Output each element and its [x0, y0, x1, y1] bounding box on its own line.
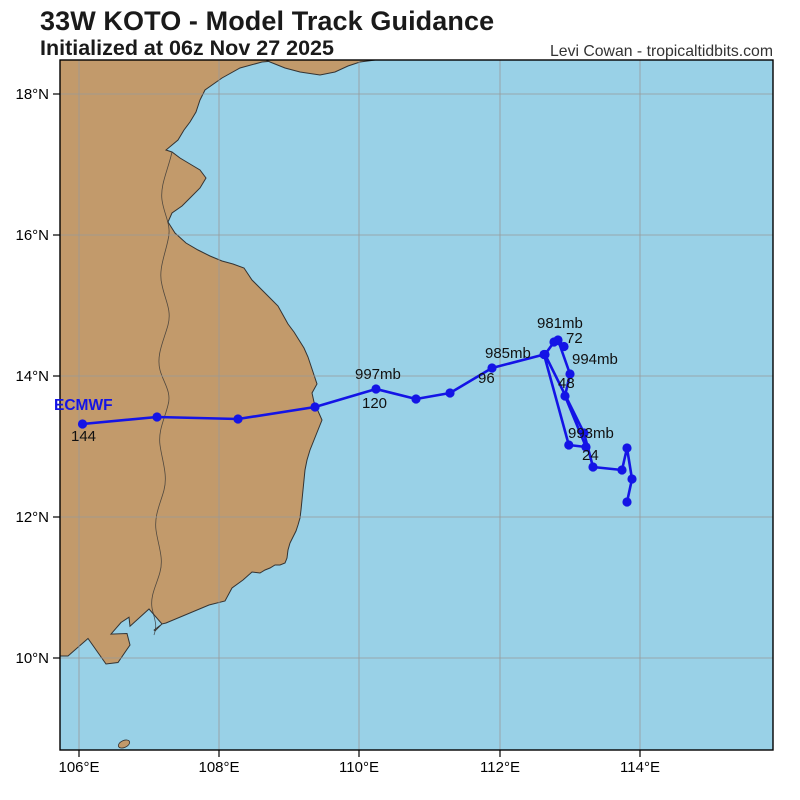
svg-text:ECMWF: ECMWF — [54, 397, 113, 414]
svg-text:106°E: 106°E — [58, 759, 99, 776]
svg-text:96: 96 — [478, 370, 495, 387]
svg-text:16°N: 16°N — [15, 227, 49, 244]
svg-text:72: 72 — [566, 330, 583, 347]
svg-text:10°N: 10°N — [15, 650, 49, 667]
svg-text:144: 144 — [71, 428, 96, 445]
svg-text:994mb: 994mb — [572, 351, 618, 368]
svg-text:108°E: 108°E — [198, 759, 239, 776]
svg-text:997mb: 997mb — [355, 366, 401, 383]
svg-text:48: 48 — [558, 375, 575, 392]
svg-text:114°E: 114°E — [620, 759, 660, 776]
svg-text:993mb: 993mb — [568, 425, 614, 442]
svg-text:112°E: 112°E — [480, 759, 520, 776]
svg-text:14°N: 14°N — [15, 368, 49, 385]
svg-text:12°N: 12°N — [15, 509, 49, 526]
svg-text:120: 120 — [362, 395, 387, 412]
svg-text:24: 24 — [582, 447, 599, 464]
svg-text:18°N: 18°N — [15, 86, 49, 103]
svg-text:985mb: 985mb — [485, 345, 531, 362]
svg-text:110°E: 110°E — [339, 759, 379, 776]
